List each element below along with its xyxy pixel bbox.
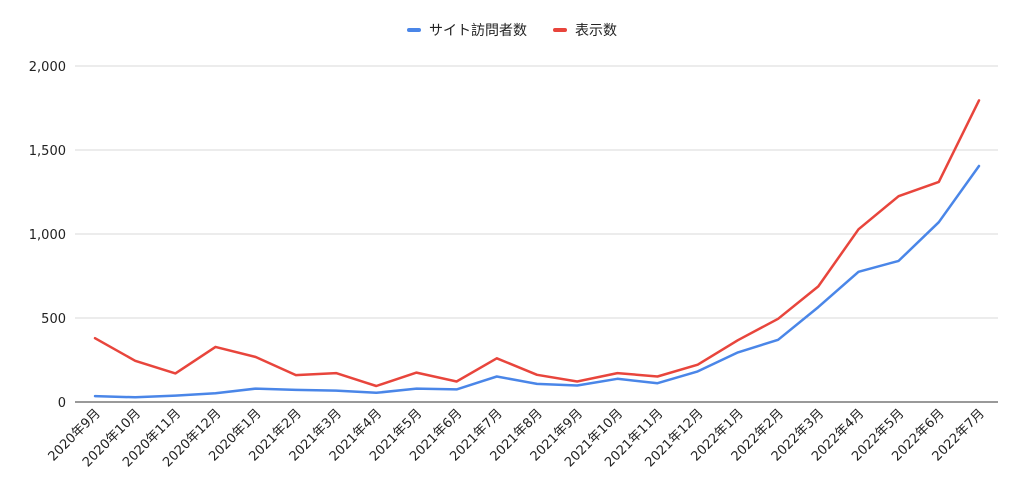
y-tick-label: 1,500 bbox=[29, 144, 66, 159]
y-tick-label: 2,000 bbox=[29, 60, 66, 75]
chart-legend: サイト訪問者数 表示数 bbox=[0, 20, 1024, 40]
y-tick-label: 500 bbox=[41, 312, 66, 327]
legend-item-visitors[interactable]: サイト訪問者数 bbox=[407, 20, 527, 40]
series-line-visitors bbox=[93, 164, 981, 399]
series-line-views bbox=[93, 99, 981, 388]
legend-swatch-views bbox=[553, 28, 567, 32]
legend-label-visitors: サイト訪問者数 bbox=[429, 23, 527, 39]
y-tick-label: 0 bbox=[58, 396, 66, 411]
y-tick-label: 1,000 bbox=[29, 228, 66, 243]
legend-item-views[interactable]: 表示数 bbox=[553, 20, 617, 40]
legend-label-views: 表示数 bbox=[575, 23, 617, 39]
legend-swatch-visitors bbox=[407, 28, 421, 32]
